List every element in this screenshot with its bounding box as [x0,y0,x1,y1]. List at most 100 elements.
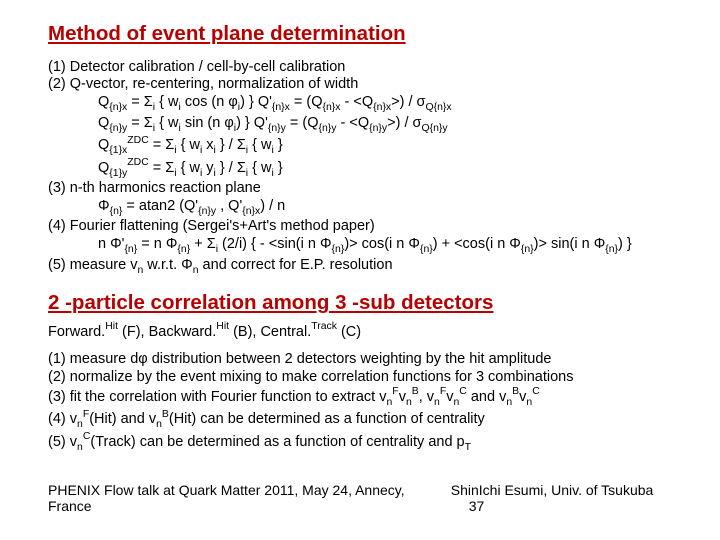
sup: B [162,409,169,420]
line-4: Q{n}y = Σi { wi sin (n φi) } Q'{n}y = (Q… [48,115,680,136]
line-b1: Forward.Hit (F), Backward.Hit (B), Centr… [48,322,680,342]
sub: n [156,419,162,430]
t: ) } Q' [236,115,268,131]
sub: n [406,397,412,408]
sup: C [532,386,540,397]
page-number: 37 [469,498,485,514]
sub: {n} [420,244,433,255]
t: Q [98,137,109,153]
sub: {n}y [369,123,387,134]
line-8: Φ{n} = atan2 (Q'{n}y , Q'{n}x) / n [48,198,680,219]
t: , Q' [216,198,242,214]
t: (B), Central. [229,324,311,340]
sub: i [238,102,240,113]
t: )> cos(i n Φ [344,236,420,252]
slide: Method of event plane determination (1) … [0,0,720,540]
line-7: (3) n-th harmonics reaction plane [48,180,680,198]
sub: {n}x [323,102,341,113]
footer-right-wrap: ShinIchi Esumi, Univ. of Tsukuba 37 [451,482,690,514]
t: } [274,159,283,175]
t: (Hit) can be determined as a function of… [169,411,485,427]
t: Q [98,115,109,131]
t: { w [155,115,178,131]
line-11: (5) measure vn w.r.t. Φn and correct for… [48,257,680,278]
sub: {n} [110,206,123,217]
t: ) } Q' [240,94,272,110]
sub: i [153,102,155,113]
footer-left: PHENIX Flow talk at Quark Matter 2011, M… [48,482,451,514]
sub: {n}x [109,102,127,113]
sub: {n}x [242,206,260,217]
t: = Σ [127,94,153,110]
sub: n [386,397,392,408]
line-2: (2) Q-vector, re-centering, normalizatio… [48,76,680,94]
sub: Q{n}y [421,123,447,134]
sub: {1}x [109,145,127,156]
line-5: Q{1}xZDC = Σi { wi xi } / Σi { wi } [48,135,680,157]
sub: i [272,145,274,156]
sub: i [153,123,155,134]
sup: B [412,386,419,397]
sub: {n} [521,244,534,255]
line-b2: (1) measure dφ distribution between 2 de… [48,351,680,369]
t: = (Q [290,94,323,110]
t: Forward. [48,324,105,340]
sub: i [200,145,202,156]
sub: {n}y [109,123,127,134]
t: , v [419,389,434,405]
sub: n [453,397,459,408]
t: (5) measure v [48,257,137,273]
sup: Hit [105,321,118,332]
t: (Hit) and v [89,411,156,427]
t: Φ [98,198,110,214]
t: )> sin(i n Φ [534,236,606,252]
sup: ZDC [127,157,148,168]
t: (F), Backward. [118,324,216,340]
sup: F [83,409,89,420]
t: (4) v [48,411,77,427]
sup: B [512,386,519,397]
sub: i [174,145,176,156]
sub: {n}y [318,123,336,134]
t: ) + <cos(i n Φ [433,236,521,252]
method-block: (1) Detector calibration / cell-by-cell … [48,59,680,278]
t: and v [467,389,507,405]
sub: {n} [332,244,345,255]
sub: {n}y [198,206,216,217]
sup: ZDC [127,135,148,146]
t: x [202,137,213,153]
sub: n [434,397,440,408]
t: = Σ [149,159,175,175]
line-10: n Φ'{n} = n Φ{n} + Σi (2/i) { - <sin(i n… [48,236,680,257]
t: { w [248,137,271,153]
line-b6: (5) vnC(Track) can be determined as a fu… [48,432,680,454]
line-b3: (2) normalize by the event mixing to mak… [48,369,680,387]
t: = (Q [286,115,319,131]
line-b5: (4) vnF(Hit) and vnB(Hit) can be determi… [48,409,680,431]
sup: Track [311,321,337,332]
line-1: (1) Detector calibration / cell-by-cell … [48,59,680,77]
t: } [274,137,283,153]
sub: i [246,168,248,179]
t: ) } [618,236,632,252]
t: (Track) can be determined as a function … [90,433,464,449]
sub: i [178,102,180,113]
line-9: (4) Fourier flattening (Sergei's+Art's m… [48,218,680,236]
sub: Q{n}x [426,102,452,113]
footer-right: ShinIchi Esumi, Univ. of Tsukuba [451,482,654,498]
sub: n [526,397,532,408]
t: v [399,389,406,405]
footer: PHENIX Flow talk at Quark Matter 2011, M… [48,482,690,514]
sub: {n}y [268,123,286,134]
t: + Σ [190,236,216,252]
section-heading-1: Method of event plane determination [48,22,680,47]
sub: i [178,123,180,134]
correlation-block: Forward.Hit (F), Backward.Hit (B), Centr… [48,322,680,454]
t: { w [177,159,200,175]
t: sin (n φ [181,115,234,131]
gap [48,341,680,351]
sub: n [506,397,512,408]
sub: i [216,244,218,255]
sub: {1}y [109,168,127,179]
sub: i [174,168,176,179]
